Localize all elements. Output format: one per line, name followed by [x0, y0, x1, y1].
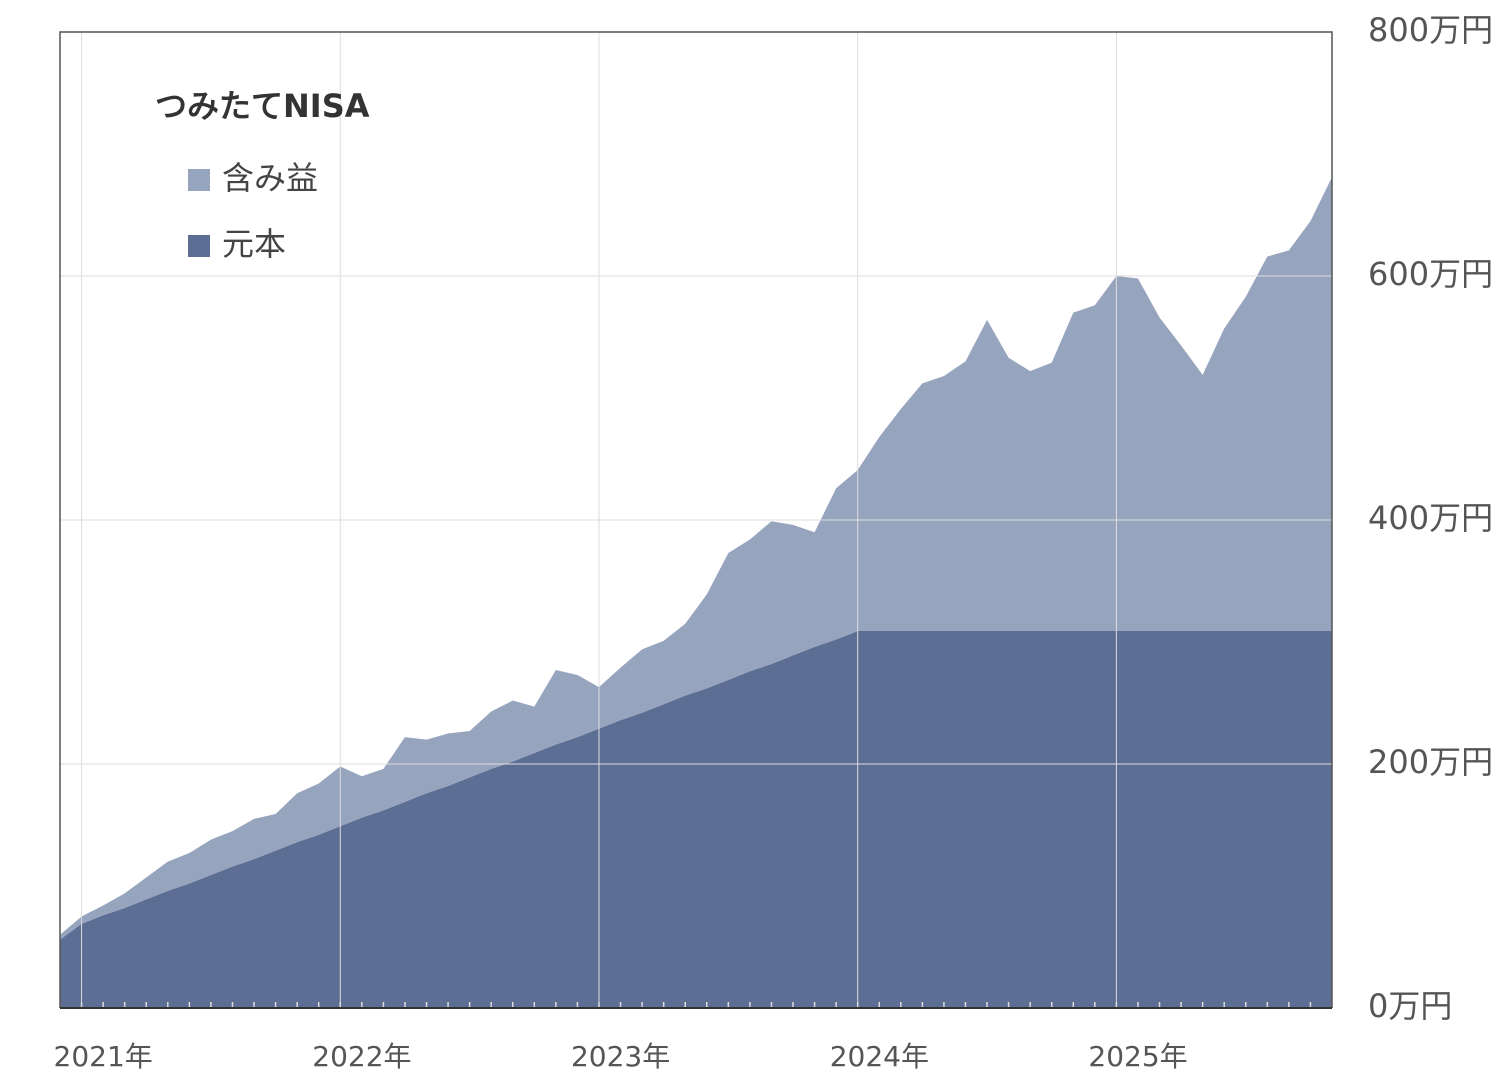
y-tick-label: 600万円 — [1368, 255, 1493, 293]
legend-label: 含み益 — [222, 159, 318, 197]
y-tick-label: 800万円 — [1368, 11, 1493, 49]
x-tick-label: 2024年 — [830, 1040, 929, 1073]
y-tick-label: 0万円 — [1368, 987, 1452, 1025]
y-tick-label: 200万円 — [1368, 743, 1493, 781]
area — [60, 177, 1332, 940]
x-tick-label: 2021年 — [54, 1040, 153, 1073]
legend-swatch — [188, 235, 210, 257]
area — [60, 631, 1332, 1008]
x-tick-label: 2022年 — [312, 1040, 411, 1073]
legend-title: つみたてNISA — [155, 87, 370, 125]
legend-swatch — [188, 169, 210, 191]
x-tick-label: 2023年 — [571, 1040, 670, 1073]
legend-label: 元本 — [222, 225, 286, 263]
plot-frame — [59, 31, 1333, 1008]
x-tick-label: 2025年 — [1088, 1040, 1187, 1073]
y-tick-label: 400万円 — [1368, 499, 1493, 537]
